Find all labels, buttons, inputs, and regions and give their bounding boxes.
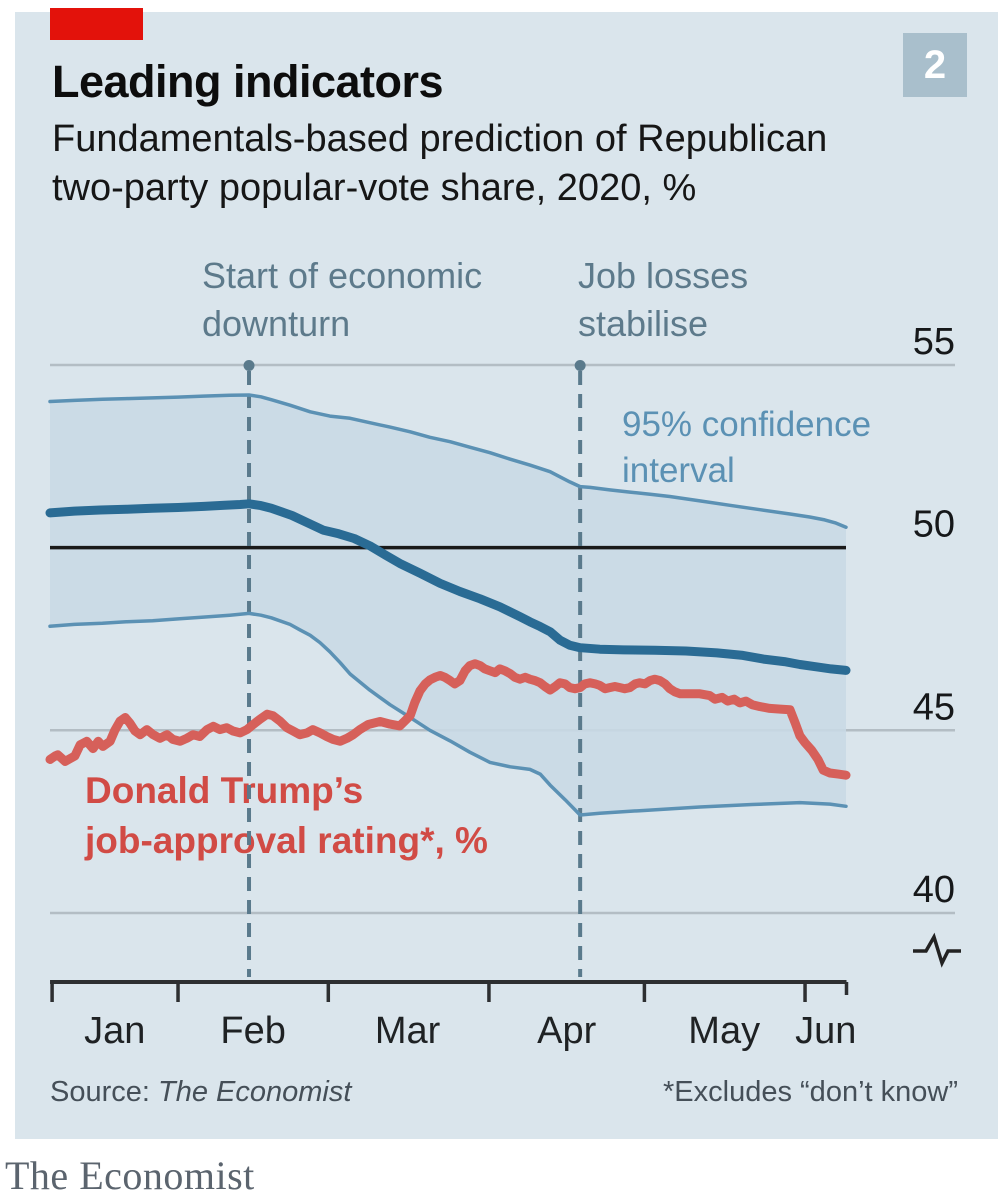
annotation-economic-downturn: Start of economic downturn [202,252,482,348]
chart-subtitle: Fundamentals-based prediction of Republi… [52,115,932,213]
confidence-band [50,395,846,815]
confidence-interval-label-line2: interval [622,451,735,490]
footnote: *Excludes “don’t know” [663,1076,958,1108]
approval-series-label: Donald Trump’s job-approval rating*, % [85,766,488,866]
chart-title: Leading indicators [52,56,444,107]
chart-subtitle-line2: two-party popular-vote share, 2020, % [52,167,697,209]
prediction-line [45,499,851,675]
annotation-job-losses-line2: stabilise [578,303,709,344]
annotation-job-losses: Job losses stabilise [578,252,748,348]
event-dot-2 [574,360,586,371]
y-label-55: 55 [913,321,955,363]
y-label-40: 40 [913,869,955,911]
annotation-economic-downturn-line1: Start of economic [202,255,483,296]
figure-number-badge: 2 [903,33,967,97]
y-label-50: 50 [913,504,955,546]
ci-lower-line [48,611,848,817]
ci-upper-line [48,393,848,529]
month-label-jun: Jun [795,1010,856,1052]
chart-subtitle-line1: Fundamentals-based prediction of Republi… [52,118,828,160]
confidence-interval-label-line1: 95% confidence [622,405,872,444]
month-label-apr: Apr [537,1010,596,1052]
month-label-feb: Feb [220,1010,285,1052]
event-dot-1 [243,360,255,371]
annotation-economic-downturn-line2: downturn [202,303,351,344]
approval-line [45,659,851,780]
axis-break-squiggle-icon [913,932,961,968]
month-label-may: May [688,1010,760,1052]
economist-red-tab [50,8,143,40]
annotation-job-losses-line1: Job losses [578,255,749,296]
source-prefix: Source: [50,1076,158,1108]
month-label-mar: Mar [375,1010,441,1052]
source-name: The Economist [158,1076,352,1108]
approval-series-label-line2: job-approval rating*, % [85,820,488,861]
approval-series-label-line1: Donald Trump’s [85,770,364,811]
month-label-jan: Jan [84,1010,145,1052]
source-note: Source: The Economist [50,1076,351,1109]
confidence-interval-label: 95% confidence interval [622,402,871,494]
economist-wordmark: The Economist [5,1153,255,1198]
y-label-45: 45 [913,686,955,728]
